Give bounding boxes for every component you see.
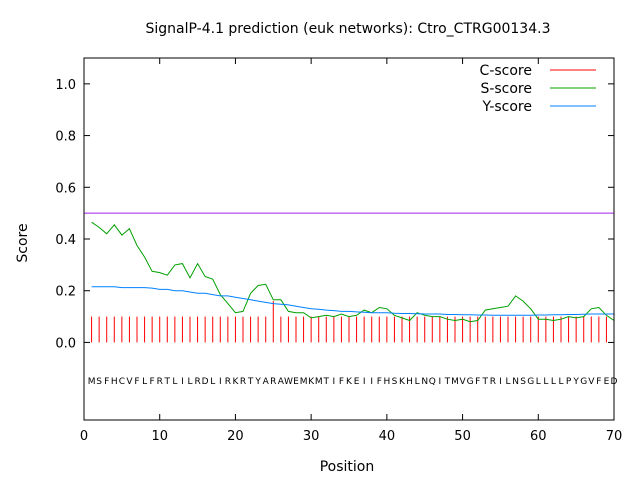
sequence-letter: I: [370, 377, 373, 387]
x-tick-label: 30: [303, 429, 320, 444]
sequence-letter: K: [308, 377, 315, 387]
sequence-letter: R: [194, 377, 200, 387]
plot-area: [84, 212, 615, 343]
sequence-letter: G: [527, 377, 534, 387]
sequence-letter: N: [421, 377, 428, 387]
y-tick-label: 0.6: [55, 181, 76, 196]
sequence-letter: Y: [572, 377, 579, 387]
sequence-letter: G: [467, 377, 474, 387]
sequence-letter: Y: [254, 377, 261, 387]
sequence-letter: I: [333, 377, 336, 387]
sequence-letter: V: [459, 377, 466, 387]
y-tick-label: 0.2: [55, 285, 76, 300]
sequence-letter: S: [392, 377, 398, 387]
sequence-letter: L: [210, 377, 215, 387]
sequence-letter: I: [219, 377, 222, 387]
sequence-letter: F: [104, 377, 109, 387]
sequence-letter: L: [142, 377, 147, 387]
sequence-letter: L: [558, 377, 563, 387]
sequence-letter: L: [536, 377, 541, 387]
sequence-letter: V: [126, 377, 133, 387]
x-tick-label: 70: [606, 429, 623, 444]
sequence-letter: F: [475, 377, 480, 387]
sequence-letter: L: [505, 377, 510, 387]
sequence-letter: L: [415, 377, 420, 387]
sequence-letter: D: [202, 377, 209, 387]
sequence-letter: K: [232, 377, 239, 387]
y-tick-label: 0.0: [55, 336, 76, 351]
sequence-letter: F: [377, 377, 382, 387]
legend-label-c-score: C-score: [480, 63, 532, 79]
sequence-letter: H: [383, 377, 390, 387]
sequence-letter: P: [566, 377, 572, 387]
s-score-line: [91, 221, 615, 323]
sequence-letter: T: [247, 377, 254, 387]
sequence-letter: R: [270, 377, 276, 387]
sequence-letter: F: [596, 377, 601, 387]
sequence-letter: E: [604, 377, 610, 387]
sequence-letter: L: [551, 377, 556, 387]
sequence-letter: M: [300, 377, 308, 387]
x-tick-label: 60: [530, 429, 547, 444]
sequence-letter: I: [499, 377, 502, 387]
sequence-letter: E: [293, 377, 299, 387]
sequence-letter: R: [490, 377, 496, 387]
sequence-letter: N: [512, 377, 519, 387]
x-tick-label: 50: [454, 429, 471, 444]
x-tick-label: 0: [80, 429, 88, 444]
sequence-letter: R: [157, 377, 163, 387]
sequence-letter: E: [354, 377, 360, 387]
sequence-letter: W: [284, 377, 293, 387]
sequence-letter: L: [187, 377, 192, 387]
sequence-letter: C: [119, 377, 125, 387]
x-tick-label: 40: [379, 429, 396, 444]
chart-title: SignalP-4.1 prediction (euk networks): C…: [146, 21, 551, 37]
sequence-letter: M: [451, 377, 459, 387]
sequence-letter: A: [263, 377, 270, 387]
sequence-letter: I: [181, 377, 184, 387]
axis-ticks: 0 10 20 30 40 50 60 70 0.0 0.2 0.4 0.6 0.8 1.0: [55, 58, 622, 444]
sequence-letter: V: [588, 377, 595, 387]
legend: C-score S-score Y-score: [480, 63, 596, 115]
legend-label-y-score: Y-score: [481, 99, 532, 115]
y-tick-label: 0.4: [55, 233, 76, 248]
sequence-letter: R: [225, 377, 231, 387]
sequence-letter: G: [580, 377, 587, 387]
sequence-letter: Q: [429, 377, 436, 387]
sequence-letter: S: [520, 377, 526, 387]
sequence-letter: T: [482, 377, 489, 387]
sequence-letter: M: [88, 377, 96, 387]
sequence-letter: H: [406, 377, 413, 387]
sequence-letter: S: [96, 377, 102, 387]
sequence-letter: T: [444, 377, 451, 387]
plot-frame: [83, 57, 615, 421]
sequence-letter: T: [164, 377, 171, 387]
sequence-letter: K: [399, 377, 406, 387]
y-tick-label: 1.0: [55, 78, 76, 93]
sequence-letter: L: [172, 377, 177, 387]
legend-label-s-score: S-score: [480, 81, 532, 97]
sequence-letter: F: [150, 377, 155, 387]
y-axis-title: Score: [15, 223, 31, 262]
sequence-letter: H: [111, 377, 118, 387]
y-tick-label: 0.8: [55, 130, 76, 145]
sequence-letter: I: [439, 377, 442, 387]
sequence-letter: T: [323, 377, 330, 387]
sequence-letter: L: [543, 377, 548, 387]
x-tick-label: 20: [227, 429, 244, 444]
sequence-letter: F: [134, 377, 139, 387]
sequence-letter: R: [240, 377, 246, 387]
sequence-letter: K: [346, 377, 353, 387]
sequence-letter: I: [363, 377, 366, 387]
sequence-letter: A: [278, 377, 285, 387]
sequence-letter: F: [339, 377, 344, 387]
x-axis-title: Position: [320, 459, 375, 475]
sequence-letter: M: [315, 377, 323, 387]
y-score-line: [91, 286, 614, 316]
x-tick-label: 10: [151, 429, 168, 444]
